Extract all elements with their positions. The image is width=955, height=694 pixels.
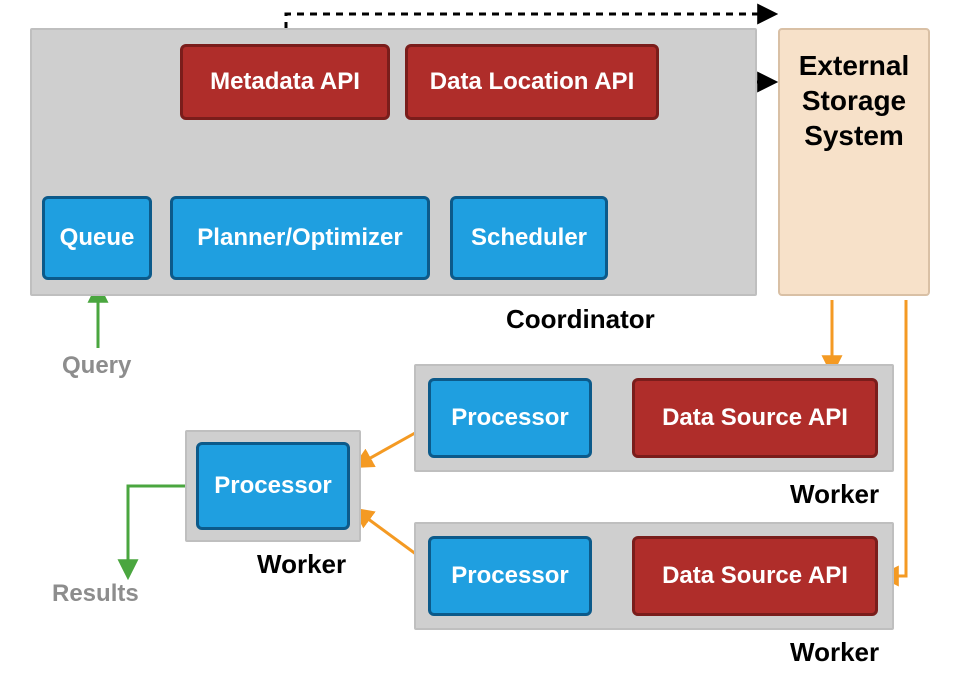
container-label-coordinator: Coordinator — [506, 304, 655, 335]
io-label-results: Results — [52, 580, 139, 608]
node-processor_w2: Processor — [428, 536, 592, 616]
container-label-worker2: Worker — [790, 637, 879, 668]
container-label-worker1: Worker — [790, 479, 879, 510]
container-label-worker_small: Worker — [257, 549, 346, 580]
node-ds_api_w2: Data Source API — [632, 536, 878, 616]
node-processor_small: Processor — [196, 442, 350, 530]
external-storage-label-line: External — [799, 48, 910, 83]
node-data_location_api: Data Location API — [405, 44, 659, 120]
node-ds_api_w1: Data Source API — [632, 378, 878, 458]
external-storage-label-line: System — [804, 118, 904, 153]
edge-e-proc-results — [128, 486, 192, 576]
node-queue: Queue — [42, 196, 152, 280]
node-scheduler: Scheduler — [450, 196, 608, 280]
external-storage-label-line: Storage — [802, 83, 906, 118]
node-planner: Planner/Optimizer — [170, 196, 430, 280]
external-storage-box: ExternalStorageSystem — [778, 28, 930, 296]
node-metadata_api: Metadata API — [180, 44, 390, 120]
io-label-query: Query — [62, 352, 131, 380]
node-processor_w1: Processor — [428, 378, 592, 458]
